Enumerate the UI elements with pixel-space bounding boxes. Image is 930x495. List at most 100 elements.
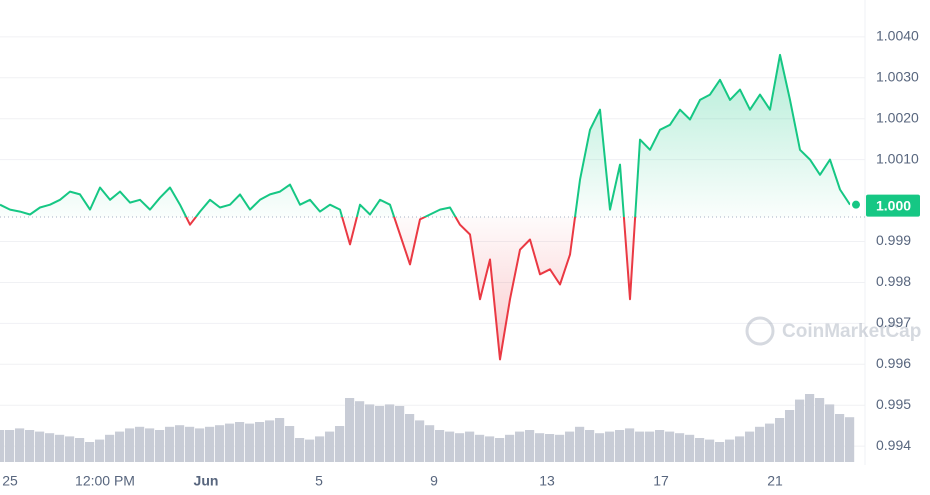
y-tick-label: 0.999	[876, 232, 911, 248]
volume-bar	[485, 436, 495, 462]
volume-bar	[455, 433, 465, 462]
volume-bar	[775, 418, 785, 462]
volume-bar	[95, 439, 105, 462]
volume-bar	[15, 428, 25, 462]
watermark: CoinMarketCap	[745, 316, 921, 346]
volume-bar	[605, 431, 615, 462]
volume-bar	[465, 431, 475, 462]
volume-bar	[325, 431, 335, 462]
y-tick-label: 0.997	[876, 314, 911, 330]
volume-bar	[295, 438, 305, 462]
volume-bar	[85, 442, 95, 462]
last-point	[850, 198, 862, 211]
plot	[0, 53, 865, 361]
volume-bar	[155, 430, 165, 462]
volume-bar	[555, 434, 565, 462]
y-tick-label: 0.998	[876, 273, 911, 289]
volume-bar	[645, 431, 655, 462]
volume-bar	[675, 433, 685, 462]
volume-bar	[135, 426, 145, 462]
volume-bar	[625, 428, 635, 462]
x-tick-label: Jun	[194, 473, 219, 489]
volume-bar	[195, 428, 205, 462]
volume-bar	[25, 430, 35, 462]
x-tick-label: 13	[539, 473, 555, 489]
volume-bar	[375, 406, 385, 462]
volume-bar	[545, 434, 555, 462]
volume-bar	[185, 426, 195, 462]
area-fill	[0, 54, 850, 360]
volume-bar	[245, 423, 255, 462]
volume-bar	[35, 431, 45, 462]
price-line	[0, 53, 851, 361]
volume-bar	[105, 434, 115, 462]
watermark-logo	[745, 316, 775, 346]
volume-bar	[515, 431, 525, 462]
volume-bar	[115, 431, 125, 462]
volume-bar	[745, 431, 755, 462]
volume-bar	[805, 394, 815, 462]
volume-bar	[355, 401, 365, 462]
volume-bar	[395, 406, 405, 462]
volume-bar	[725, 439, 735, 462]
y-tick-label: 1.0040	[876, 28, 919, 44]
volume-bar	[0, 430, 5, 462]
volume-bar	[475, 434, 485, 462]
volume-bar	[65, 436, 75, 462]
volume-bar	[565, 431, 575, 462]
volume-bar	[365, 404, 375, 462]
y-tick-label: 0.995	[876, 396, 911, 412]
volume-bar	[635, 431, 645, 462]
volume-bar	[315, 436, 325, 462]
volume-bar	[765, 423, 775, 462]
volume-bar	[175, 425, 185, 462]
volume-bar	[425, 425, 435, 462]
volume-bar	[335, 426, 345, 462]
volume-bar	[705, 439, 715, 462]
x-tick-label: 17	[653, 473, 669, 489]
volume-bar	[235, 422, 245, 462]
volume-bar	[165, 426, 175, 462]
volume-bar	[285, 426, 295, 462]
volume-bar	[715, 442, 725, 462]
volume-bar	[575, 426, 585, 462]
volume-bar	[125, 428, 135, 462]
y-tick-label: 0.994	[876, 437, 911, 453]
volume-bar	[595, 433, 605, 462]
volume-bar	[735, 436, 745, 462]
volume-bar	[495, 438, 505, 462]
volume-bar	[265, 420, 275, 462]
volume-bar	[825, 404, 835, 462]
volume-bar	[145, 428, 155, 462]
volume-bar	[695, 438, 705, 462]
volume-bars	[0, 394, 855, 462]
volume-bar	[435, 430, 445, 462]
volume-bar	[835, 414, 845, 462]
volume-bar	[795, 399, 805, 462]
volume-bar	[785, 410, 795, 462]
x-tick-label: 21	[767, 473, 783, 489]
volume-bar	[525, 430, 535, 462]
volume-bar	[75, 438, 85, 462]
volume-bar	[275, 418, 285, 462]
volume-bar	[205, 426, 215, 462]
volume-bar	[385, 404, 395, 462]
volume-bar	[225, 423, 235, 462]
watermark-text: CoinMarketCap	[782, 321, 921, 342]
volume-bar	[45, 433, 55, 462]
volume-bar	[415, 420, 425, 462]
volume-bar	[655, 430, 665, 462]
volume-bar	[5, 430, 15, 462]
volume-bar	[585, 430, 595, 462]
volume-bar	[345, 398, 355, 462]
volume-bar	[845, 417, 855, 462]
y-tick-label: 0.996	[876, 355, 911, 371]
volume-bar	[505, 434, 515, 462]
y-tick-label: 1.0010	[876, 150, 919, 166]
volume-bar	[215, 425, 225, 462]
volume-bar	[445, 431, 455, 462]
volume-bar	[55, 434, 65, 462]
volume-bar	[755, 426, 765, 462]
grid	[0, 0, 866, 465]
